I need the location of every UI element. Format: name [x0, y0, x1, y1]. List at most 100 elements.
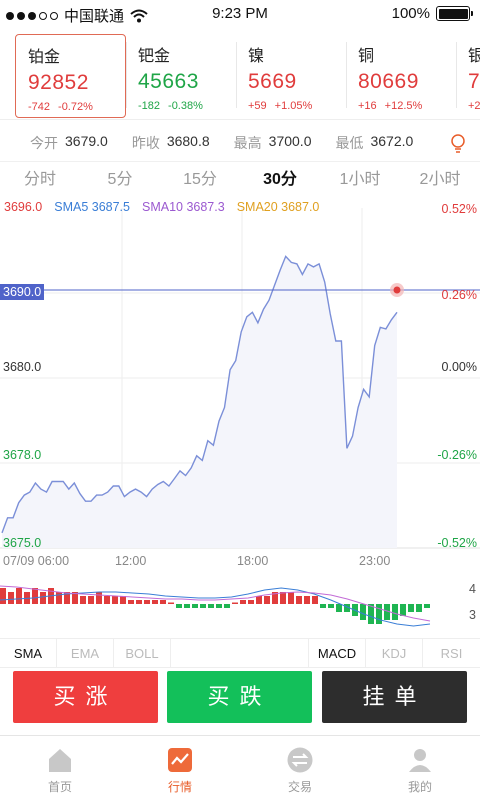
macd-bar [96, 592, 102, 604]
stat-prev-close: 昨收 3680.8 [131, 132, 210, 151]
home-icon [49, 749, 71, 772]
stat-value: 3672.0 [370, 132, 414, 149]
tab-indicator-sma[interactable]: SMA [0, 639, 57, 667]
macd-bar [136, 600, 142, 604]
quote-price: 7 [468, 70, 480, 93]
price-label: 3680.0 [3, 360, 42, 374]
macd-bar [320, 604, 326, 608]
macd-bar [424, 604, 430, 608]
nav-item-market[interactable]: 行情 [120, 736, 240, 800]
quote-name: 镍 [248, 48, 265, 65]
macd-bar [144, 600, 150, 604]
quote-percent: +12.5% [384, 100, 423, 112]
buy-up-button[interactable]: 买涨 [13, 671, 158, 723]
nav-label: 行情 [167, 780, 192, 794]
buy-down-button[interactable]: 买跌 [167, 671, 312, 723]
tab-period-15m[interactable]: 15分 [183, 171, 217, 188]
tab-indicator-boll[interactable]: BOLL [114, 639, 171, 667]
price-chart[interactable]: 3696.0 SMA5 3687.5 SMA10 3687.3 SMA20 36… [0, 198, 480, 636]
quote-change: -742 [28, 101, 51, 113]
quote-strip: 铂金 92852 -742 -0.72% 钯金 45663 -182 -0.38% … [0, 28, 480, 120]
macd-bar [384, 604, 390, 620]
quote-card-platinum[interactable]: 铂金 92852 -742 -0.72% [15, 34, 126, 118]
quote-card-nickel[interactable]: 镍 5669 +59 +1.05% [236, 34, 346, 118]
nav-item-home[interactable]: 首页 [0, 736, 120, 800]
nav-item-trade[interactable]: 交易 [240, 736, 360, 800]
macd-bar [56, 592, 62, 604]
current-price-dot [393, 286, 401, 294]
quote-card-copper[interactable]: 铜 80669 +16 +12.5% [346, 34, 456, 118]
stat-value: 3679.0 [65, 132, 108, 149]
profile-icon [409, 749, 431, 772]
status-bar: 中国联通 9:23 PM 100% [0, 0, 480, 28]
tab-period-2h[interactable]: 2小时 [419, 171, 461, 188]
macd-bar [0, 588, 6, 604]
quote-price: 80669 [358, 70, 419, 93]
time-label: 07/09 06:00 [3, 554, 70, 568]
macd-bar [288, 592, 294, 604]
macd-bar [232, 602, 238, 604]
quote-percent: -0.38% [168, 100, 203, 112]
tab-indicator-ema[interactable]: EMA [57, 639, 114, 667]
exchange-icon [287, 747, 313, 773]
macd-bar [120, 596, 126, 604]
quote-name: 银 [468, 42, 480, 66]
macd-bar [272, 592, 278, 604]
macd-bar [280, 592, 286, 604]
legend-sma10: SMA10 3687.3 [141, 200, 225, 214]
quote-price: 45663 [138, 70, 199, 93]
tab-period-timeshare[interactable]: 分时 [23, 171, 56, 188]
tab-period-30m[interactable]: 30分 [263, 171, 297, 188]
quote-card-palladium[interactable]: 钯金 45663 -182 -0.38% [126, 34, 236, 118]
quote-card-silver[interactable]: 银 7 +23 [456, 34, 480, 118]
macd-bar [176, 604, 182, 608]
percent-label: -0.52% [437, 536, 477, 550]
percent-label: -0.26% [437, 448, 477, 462]
time-label: 12:00 [115, 554, 147, 568]
macd-bar [152, 600, 158, 604]
legend-high-price: 3696.0 [4, 200, 43, 214]
macd-bar [392, 604, 398, 620]
quote-change: +16 [358, 100, 377, 112]
market-chart-icon [168, 748, 192, 772]
period-tabs: 分时 5分 15分 30分 1小时 2小时 [0, 162, 480, 198]
price-label: 3678.0 [3, 448, 42, 462]
macd-bar [72, 592, 78, 604]
bottom-nav: 首页 行情 交易 我的 [0, 735, 480, 800]
macd-bar [112, 596, 118, 604]
macd-bar [240, 600, 246, 604]
indicator-tabs: SMA EMA BOLL MACD KDJ RSI [0, 638, 480, 668]
percent-label: 0.26% [441, 288, 477, 302]
nav-label: 我的 [407, 780, 432, 794]
tab-period-1h[interactable]: 1小时 [339, 171, 381, 188]
macd-bar [304, 596, 310, 604]
quote-percent: +1.05% [274, 100, 313, 112]
macd-bar [40, 592, 46, 604]
macd-bar [184, 604, 190, 608]
signal-strength-icon [6, 11, 58, 20]
tab-indicator-kdj[interactable]: KDJ [366, 639, 423, 667]
stat-high: 最高 3700.0 [233, 132, 312, 151]
time-label: 23:00 [359, 554, 391, 568]
nav-item-profile[interactable]: 我的 [360, 736, 480, 800]
price-label: 3675.0 [3, 536, 42, 550]
tab-indicator-macd[interactable]: MACD [309, 639, 366, 667]
macd-bar [80, 596, 86, 604]
macd-bar [376, 604, 382, 624]
percent-label: 0.00% [441, 360, 477, 374]
clock: 9:23 PM [212, 5, 268, 22]
macd-bar [312, 596, 318, 604]
percent-label: 0.52% [441, 202, 477, 216]
day-stats: 今开 3679.0 昨收 3680.8 最高 3700.0 最低 3672.0 [0, 124, 480, 162]
price-line [1, 255, 398, 534]
macd-bar [408, 604, 414, 612]
tab-indicator-rsi[interactable]: RSI [440, 646, 463, 661]
macd-scale-label: 3 [469, 608, 476, 622]
place-order-button[interactable]: 挂单 [322, 671, 467, 723]
tab-period-5m[interactable]: 5分 [107, 171, 133, 188]
battery-percent: 100% [391, 5, 430, 22]
quote-percent: -0.72% [58, 101, 93, 113]
macd-bar [160, 600, 166, 604]
legend-sma20: SMA20 3687.0 [236, 200, 320, 214]
lightbulb-icon[interactable] [450, 134, 466, 154]
